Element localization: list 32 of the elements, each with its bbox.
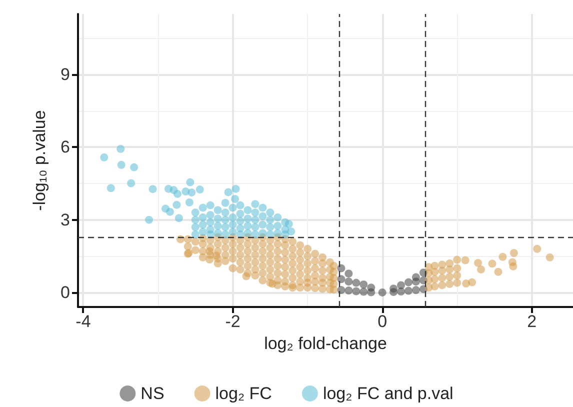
point: [360, 288, 368, 296]
legend-label: log₂ FC: [215, 384, 272, 403]
point: [360, 280, 368, 288]
point: [337, 264, 346, 272]
legend-label: NS: [140, 384, 164, 403]
point: [352, 287, 360, 296]
y-tick-label: 9: [60, 65, 70, 84]
point: [412, 273, 420, 282]
point: [397, 288, 406, 296]
point: [367, 284, 376, 292]
point: [397, 281, 406, 290]
point: [344, 270, 353, 278]
y-tick-label: 3: [60, 210, 70, 230]
x-tick-label: -2: [225, 312, 240, 331]
point: [344, 286, 353, 295]
point: [404, 278, 412, 286]
x-tick-label: -4: [76, 312, 91, 331]
point: [404, 286, 412, 295]
point: [412, 286, 420, 294]
point: [352, 278, 360, 287]
x-axis-title: log₂ fold-change: [264, 334, 387, 353]
point: [337, 286, 346, 294]
point: [337, 275, 346, 284]
point: [390, 284, 398, 293]
legend-label: log₂ FC and p.val: [322, 384, 454, 403]
x-tick-label: 0: [378, 312, 388, 331]
point: [378, 288, 386, 296]
y-axis-title: -log₁₀ p.value: [30, 110, 49, 211]
x-tick-label: 2: [527, 312, 537, 331]
y-tick-label: 6: [60, 138, 70, 157]
point: [344, 278, 353, 286]
y-tick-label: 0: [60, 282, 70, 302]
